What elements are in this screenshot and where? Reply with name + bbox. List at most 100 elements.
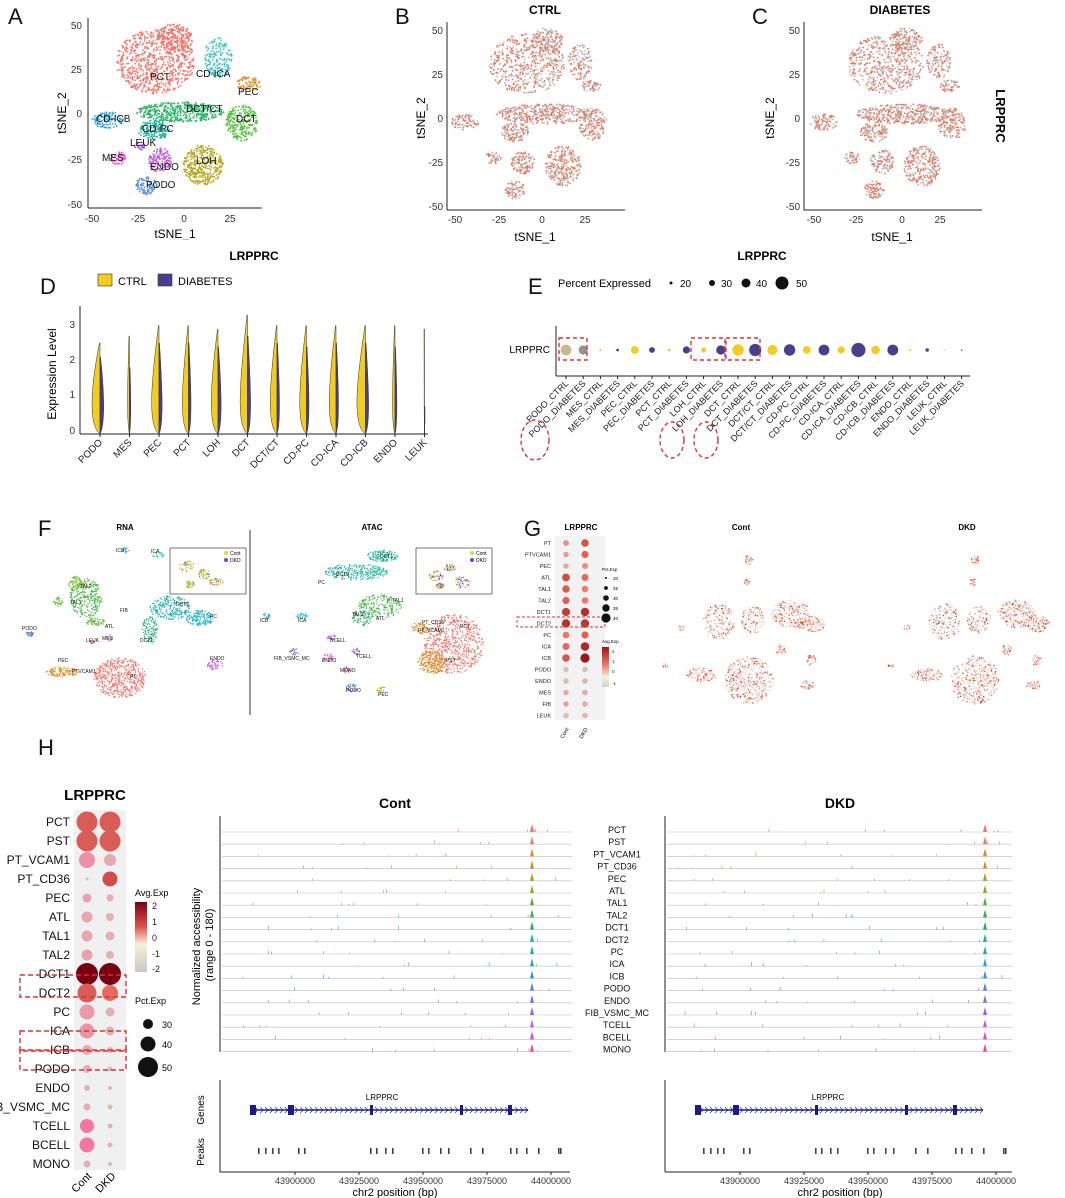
cluster-point [151, 109, 154, 111]
cluster-point [165, 43, 168, 46]
cluster-point [111, 111, 114, 114]
cluster-point [173, 109, 176, 111]
expression-point [519, 170, 522, 173]
cluster-point [117, 49, 120, 52]
cluster-point [186, 51, 188, 54]
cluster-point [157, 89, 160, 91]
cluster-point [155, 91, 158, 94]
expression-point [497, 82, 500, 85]
expression-point [596, 121, 598, 123]
cluster-point [160, 124, 163, 127]
cluster-point [161, 66, 163, 69]
cluster-point [155, 120, 158, 123]
expression-point [531, 52, 534, 55]
cluster-point [189, 172, 192, 175]
expression-point [560, 173, 563, 176]
expression-point [566, 184, 569, 187]
cluster-point [192, 171, 195, 174]
cluster-point [184, 74, 187, 76]
cluster-point [149, 82, 151, 84]
cluster-point [163, 155, 165, 158]
cluster-point [233, 130, 235, 133]
expression-point [521, 129, 524, 132]
expression-point [530, 120, 533, 123]
cluster-point [220, 44, 223, 47]
cluster-point [176, 46, 179, 49]
expression-point [560, 171, 563, 174]
expression-point [566, 178, 569, 180]
expression-point [539, 59, 542, 62]
cluster-point [163, 31, 166, 33]
expression-point [506, 60, 509, 63]
cluster-point [146, 59, 148, 61]
expression-point [582, 133, 585, 136]
cluster-point [174, 37, 177, 39]
cluster-point [233, 118, 236, 121]
expression-point [583, 110, 586, 113]
cluster-point [183, 48, 186, 51]
cluster-point [228, 59, 231, 61]
cluster-point [154, 83, 157, 86]
cluster-point [204, 180, 207, 182]
cluster-point [134, 37, 137, 40]
cluster-point [148, 104, 150, 107]
expression-point [516, 152, 519, 155]
expression-point [549, 151, 552, 153]
cluster-point [245, 111, 248, 113]
cluster-point [134, 58, 136, 61]
expression-point [587, 118, 590, 120]
expression-point [883, 65, 885, 68]
expression-point [515, 181, 518, 184]
expression-point [571, 156, 574, 159]
cluster-point [215, 51, 218, 53]
cluster-point [196, 169, 198, 172]
expression-point [571, 55, 574, 58]
expression-point [564, 112, 567, 114]
cluster-point [176, 83, 179, 85]
cluster-labels: PCT CD-ICA PEC DCT/CT DCT CD-ICB CD-PC L… [96, 69, 259, 191]
cluster-point [222, 71, 224, 73]
expression-point [569, 53, 572, 56]
cluster-point [151, 67, 153, 70]
cluster-point [136, 183, 139, 186]
cluster-point [153, 48, 156, 51]
expression-point [515, 43, 518, 46]
cluster-point [167, 47, 170, 50]
expression-point [553, 173, 555, 176]
cluster-point [153, 187, 156, 190]
cluster-point [220, 108, 223, 111]
cluster-point [176, 105, 179, 108]
cluster-point [170, 48, 173, 51]
cluster-point [189, 112, 192, 115]
expression-point [514, 117, 517, 119]
expression-point [541, 49, 544, 52]
cluster-point [138, 178, 141, 180]
expression-point [541, 53, 544, 55]
expression-point [507, 38, 509, 41]
cluster-point [174, 50, 177, 53]
cluster-point [159, 49, 162, 52]
panel-label-a: A [8, 4, 23, 29]
cluster-point [212, 151, 214, 154]
expression-point [469, 120, 472, 123]
cluster-point [108, 116, 110, 119]
expression-point [524, 131, 527, 134]
expression-point [575, 177, 578, 180]
cluster-point [143, 38, 146, 40]
expression-point [579, 111, 582, 113]
expression-point [554, 151, 557, 154]
expression-point [541, 104, 544, 107]
cluster-point [209, 162, 212, 165]
cluster-label: PODO [146, 180, 176, 191]
cluster-point [216, 163, 219, 165]
expression-point [533, 33, 535, 36]
cluster-point [170, 117, 173, 120]
cluster-point [141, 189, 144, 192]
expression-point [543, 121, 546, 124]
expression-point [873, 59, 876, 61]
cluster-point [170, 56, 173, 59]
expression-point [512, 117, 515, 119]
cluster-point [119, 59, 122, 62]
cluster-point [126, 43, 128, 46]
cluster-point [157, 57, 160, 60]
